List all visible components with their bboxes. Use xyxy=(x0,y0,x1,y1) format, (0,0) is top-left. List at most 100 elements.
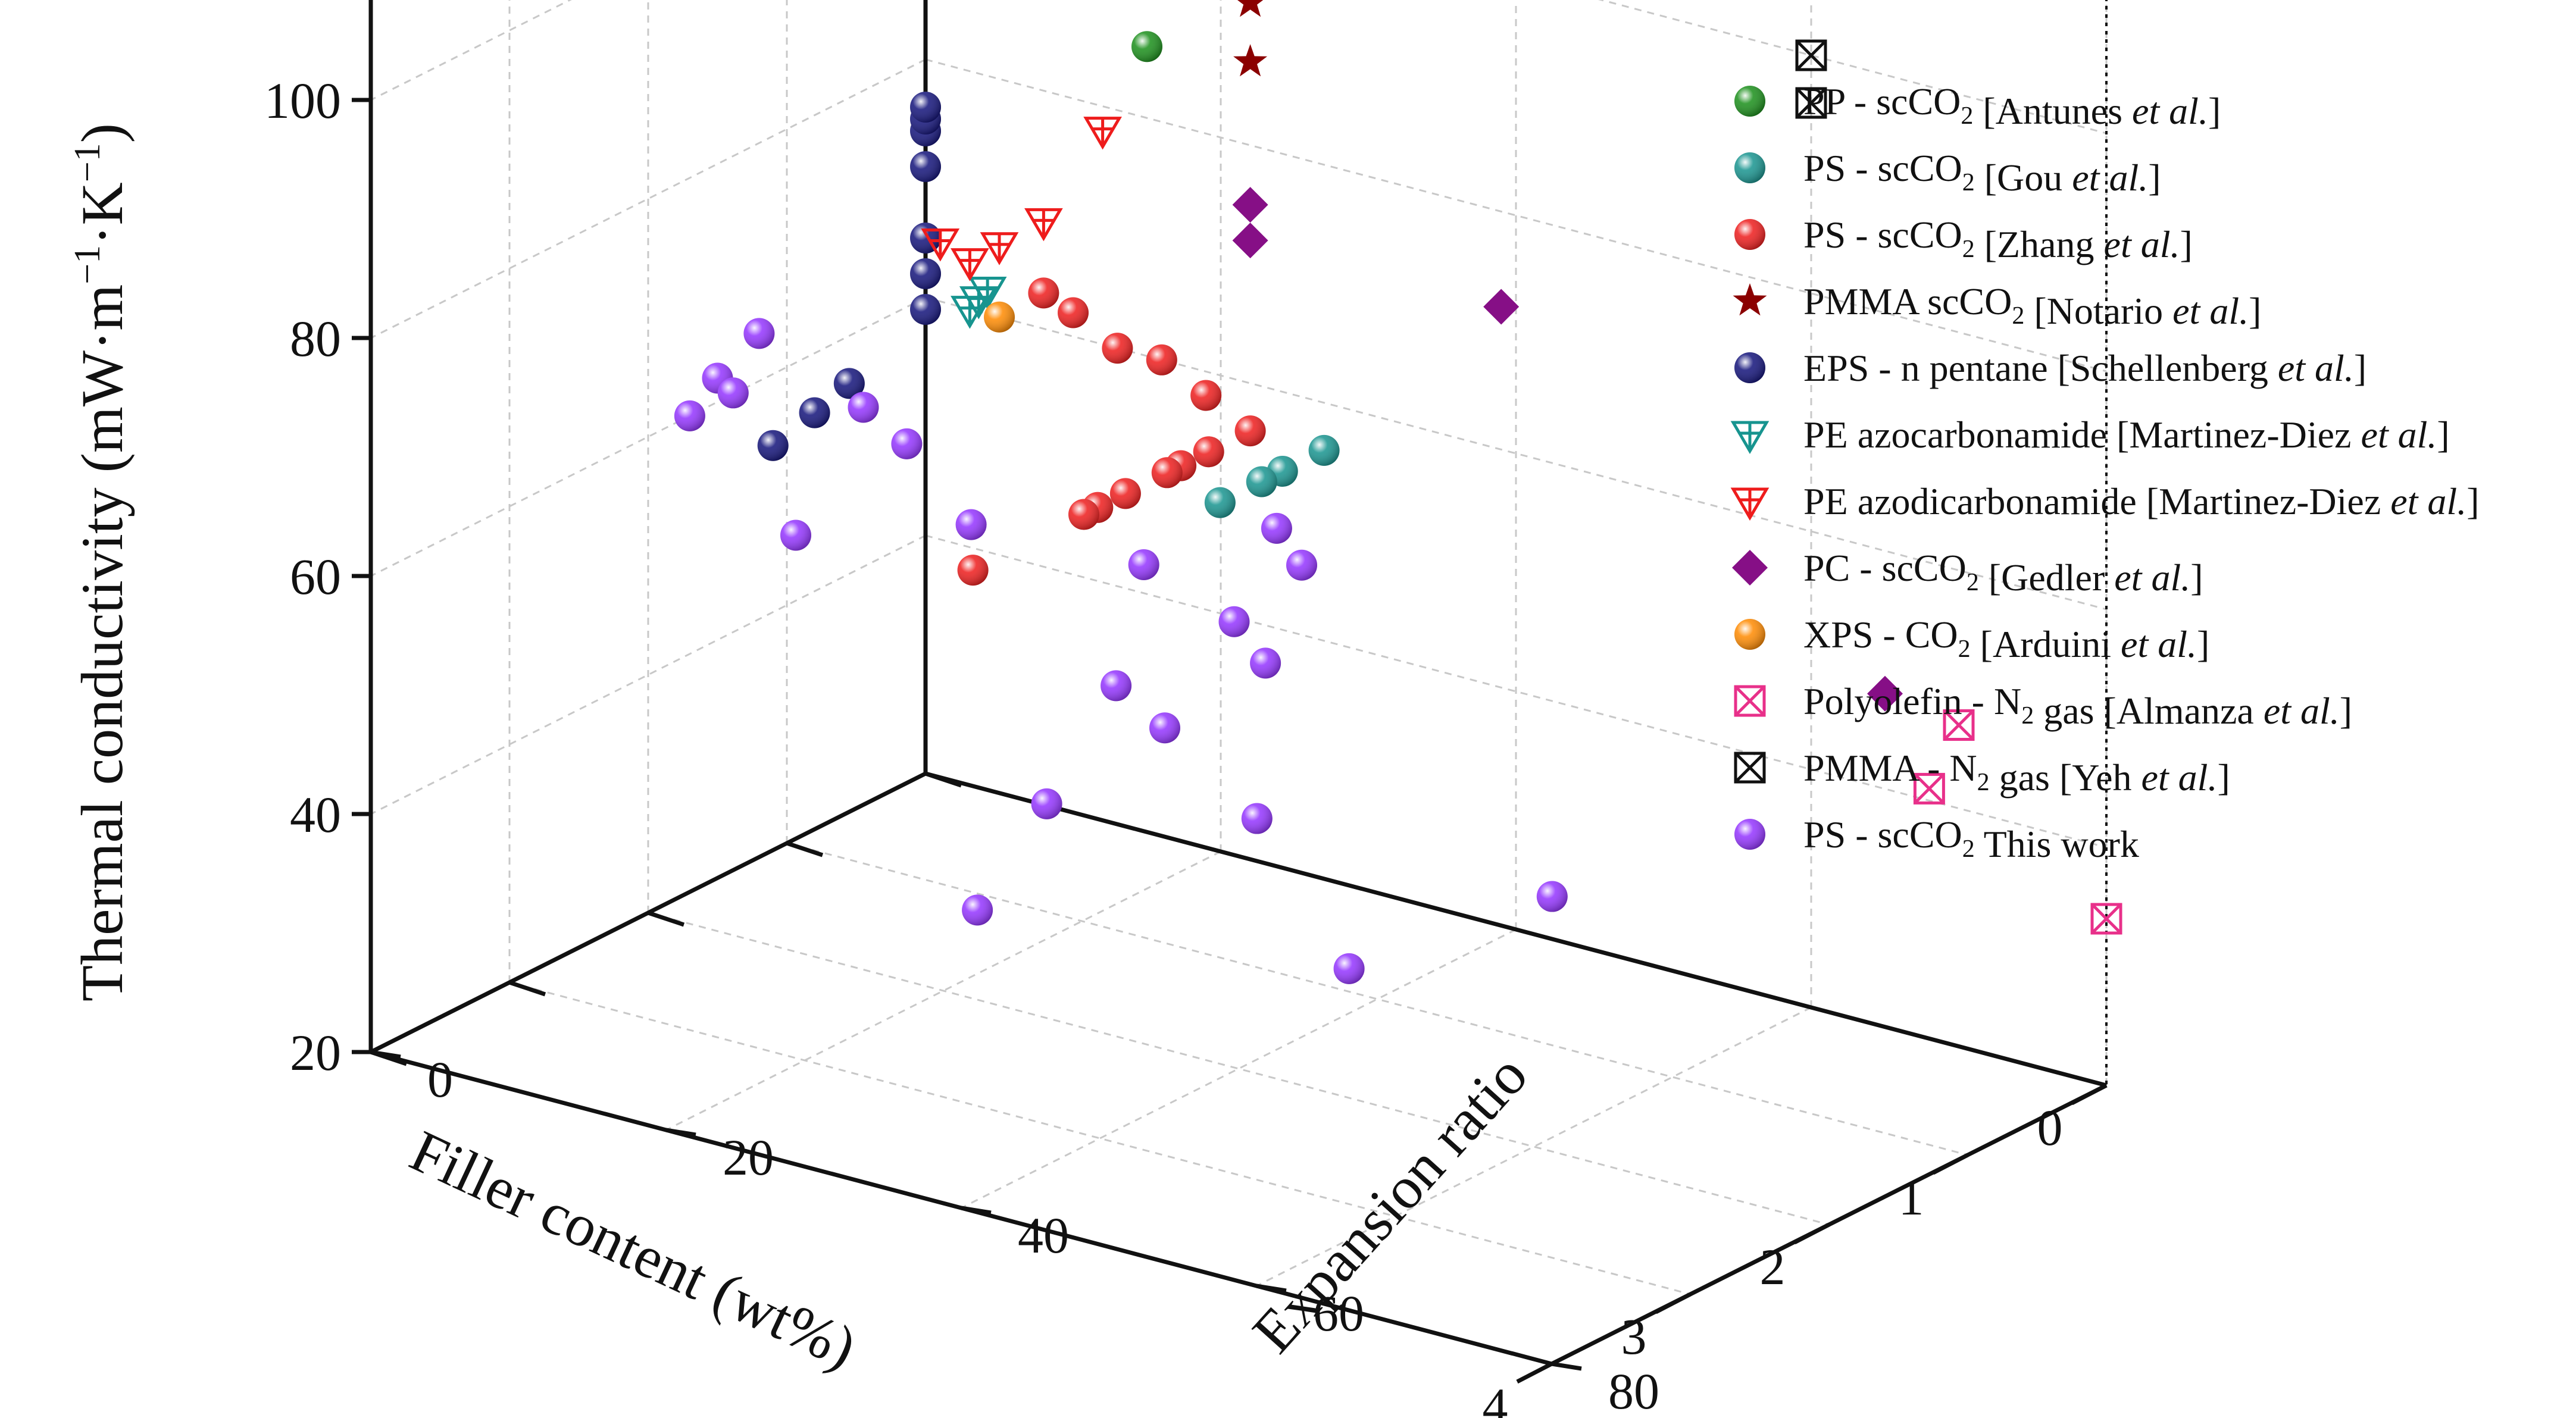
legend-label-subscript: 2 xyxy=(1958,636,1971,663)
legend-label: PMMA - N2 gas [Yeh et al.] xyxy=(1803,747,2230,799)
y-tick-label: 0 xyxy=(427,1051,453,1108)
x-tick-label: 4 xyxy=(1483,1378,1508,1418)
data-point-ps-zhang xyxy=(1109,478,1141,509)
legend-item-pe-azocarbonamide: PE azocarbonamide [Martinez-Diez et al.] xyxy=(1730,414,2450,456)
x-tick-label: 3 xyxy=(1621,1308,1647,1365)
legend-label-text: PC - scCO xyxy=(1803,547,1967,589)
legend-label-text: [Notario xyxy=(2024,290,2172,332)
x-tick-mark xyxy=(647,910,685,927)
y-tick-label: 20 xyxy=(723,1129,774,1186)
legend-label-subscript: 2 xyxy=(1961,102,1973,130)
legend-label-subscript: 2 xyxy=(2021,702,2034,730)
legend-label-italic: et al. xyxy=(2121,623,2197,665)
data-point-polyolefin-almanza xyxy=(1943,709,1975,741)
data-point-ps-gou xyxy=(1204,487,1236,518)
legend-marker-diamond xyxy=(1732,550,1768,586)
legend-item-pmma-yeh: PMMA - N2 gas [Yeh et al.] xyxy=(1734,747,2230,799)
legend-label-text: ] xyxy=(2340,690,2352,732)
data-point-ps-this-work xyxy=(743,318,775,349)
legend-label-text: This work xyxy=(1975,823,2139,865)
legend-marker-boxx xyxy=(1734,752,1766,784)
legend-label-subscript: 2 xyxy=(1977,769,1990,796)
data-point-pe-azodicarbonamide xyxy=(951,248,989,281)
filler-tick-mark xyxy=(1793,1222,1830,1245)
x-tick-mark xyxy=(786,841,824,857)
legend-label-text: ] xyxy=(2180,223,2193,265)
legend-label-text: gas [Almanza xyxy=(2034,690,2264,732)
legend-label-text: [Gou xyxy=(1975,156,2072,199)
legend-label-text: EPS - n pentane [Schellenberg xyxy=(1803,347,2278,389)
data-point-pmma-notario xyxy=(1237,0,1264,17)
grid-line-floor-f xyxy=(648,912,1830,1226)
y-tick-mark xyxy=(370,1050,401,1059)
data-point-ps-this-work xyxy=(1101,670,1132,702)
data-point-ps-zhang xyxy=(1102,333,1133,364)
data-point-pmma-yeh xyxy=(1795,39,1827,71)
data-point-eps-schellenberg xyxy=(910,223,941,253)
legend-label: PMMA scCO2 [Notario et al.] xyxy=(1803,280,2261,332)
y-tick-mark xyxy=(1256,1284,1287,1293)
legend-item-pp-antunes: PP - scCO2 [Antunes et al.] xyxy=(1734,80,2221,132)
data-point-pc-gedler xyxy=(1232,187,1268,223)
legend-marker-star xyxy=(1733,283,1767,316)
z-axis-title-part-3: ) xyxy=(69,123,135,143)
legend: PP - scCO2 [Antunes et al.] PS - scCO2 [G… xyxy=(1730,80,2480,865)
legend-label: EPS - n pentane [Schellenberg et al.] xyxy=(1803,347,2366,389)
data-point-ps-this-work xyxy=(780,519,811,551)
legend-label: Polyolefin - N2 gas [Almanza et al.] xyxy=(1803,680,2352,732)
x-axis-title: Filler content (wt%) xyxy=(401,1118,866,1381)
data-point-polyolefin-almanza xyxy=(1913,772,1945,805)
legend-label: PC - scCO2 [Gedler et al.] xyxy=(1803,547,2203,599)
data-point-eps-schellenberg xyxy=(910,294,941,325)
legend-item-ps-this-work: PS - scCO2 This work xyxy=(1734,813,2139,865)
legend-label-subscript: 2 xyxy=(1967,569,1979,596)
data-point-pe-azodicarbonamide xyxy=(921,228,960,262)
y-tick-label: 40 xyxy=(1018,1207,1069,1264)
data-point-ps-this-work xyxy=(717,377,749,409)
legend-marker-tri xyxy=(1730,487,1770,521)
data-point-eps-schellenberg xyxy=(757,430,789,461)
data-point-eps-schellenberg xyxy=(799,397,830,428)
filler-tick-mark xyxy=(1932,1153,1969,1175)
data-point-ps-zhang xyxy=(1146,344,1177,375)
z-axis-title-sup-2: −1 xyxy=(67,143,108,182)
legend-label-subscript: 2 xyxy=(1962,835,1975,863)
data-point-ps-zhang xyxy=(1190,380,1222,411)
z-tick-label: 80 xyxy=(290,310,341,367)
grid-line-floor-f xyxy=(786,842,1968,1156)
filler-tick-mark xyxy=(1516,1361,1553,1384)
data-point-ps-this-work xyxy=(1261,512,1292,544)
legend-label-text: PMMA scCO xyxy=(1803,280,2012,323)
legend-marker-sphere xyxy=(1734,352,1765,383)
legend-marker-sphere xyxy=(1734,619,1765,650)
legend-label-text: ] xyxy=(2249,290,2261,332)
axis-ticks: 2040608010012014016018001234020406080 xyxy=(264,72,2108,1418)
data-point-pc-gedler xyxy=(1483,289,1520,325)
legend-label-text: ] xyxy=(2197,623,2209,665)
legend-label-text: [Antunes xyxy=(1973,90,2132,132)
legend-label-text: ] xyxy=(2354,347,2366,389)
z-tick-label: 100 xyxy=(264,72,341,129)
grid-line-left-z xyxy=(370,296,926,577)
z-axis-title-part-1: Thermal conductivity (mW·m xyxy=(69,284,135,1001)
z-tick-label: 40 xyxy=(290,786,341,843)
data-point-ps-this-work xyxy=(1128,549,1159,580)
legend-label-text: PMMA - N xyxy=(1803,747,1977,789)
legend-label: PS - scCO2 [Gou et al.] xyxy=(1803,147,2161,199)
data-point-ps-zhang xyxy=(957,555,989,586)
data-point-ps-this-work xyxy=(1250,647,1281,679)
legend-label-text: PE azodicarbonamide [Martinez-Diez xyxy=(1803,480,2390,522)
legend-label-text: PE azocarbonamide [Martinez-Diez xyxy=(1803,414,2361,456)
data-point-ps-this-work xyxy=(848,392,879,423)
data-point-pc-gedler xyxy=(1867,675,1903,712)
z-axis-title: Thermal conductivity (mW·m−1·K−1) xyxy=(67,123,135,1001)
filler-tick-mark xyxy=(1655,1292,1692,1314)
y-tick-label: 80 xyxy=(1608,1363,1659,1418)
data-point-ps-zhang xyxy=(1234,415,1266,447)
grid-line-left-z xyxy=(370,534,926,815)
z-tick-label: 60 xyxy=(290,548,341,605)
legend-label-subscript: 2 xyxy=(1962,169,1975,196)
legend-label-italic: et al. xyxy=(2172,290,2249,332)
legend-label-text: ] xyxy=(2208,90,2221,132)
